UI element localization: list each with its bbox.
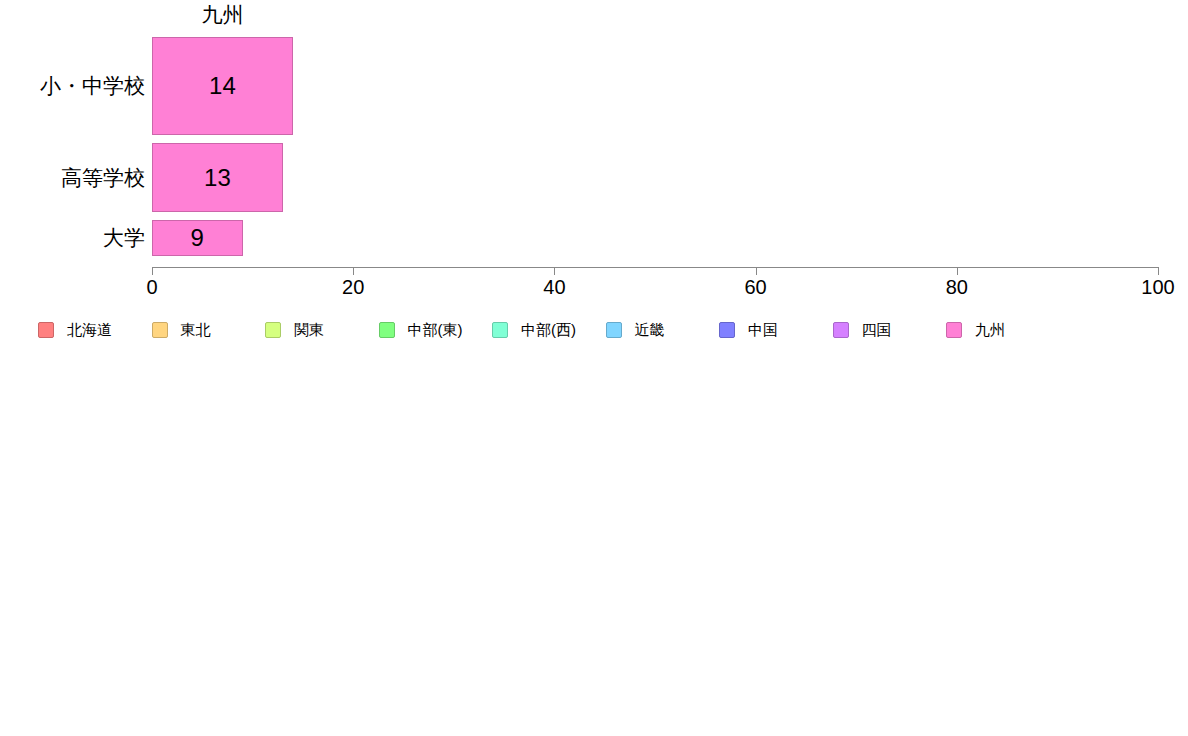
chart-canvas: 九州 小・中学校 14 高等学校 13 大学 9 0 20 40 60 80 100 北海道 東北 関東… [0, 0, 1188, 736]
x-axis-tick [756, 267, 757, 275]
bar: 9 [152, 220, 243, 256]
legend-label: 四国 [862, 321, 892, 340]
legend-swatch [152, 322, 168, 338]
x-axis-tick-label: 20 [342, 276, 364, 299]
x-axis-tick [1158, 267, 1159, 275]
legend-label: 北海道 [67, 321, 112, 340]
legend-item: 中部(東) [379, 321, 463, 339]
x-axis-tick-label: 80 [946, 276, 968, 299]
legend-label: 中国 [748, 321, 778, 340]
x-axis-tick [554, 267, 555, 275]
x-axis-tick [152, 267, 153, 275]
x-axis-tick-label: 100 [1141, 276, 1174, 299]
legend-item: 北海道 [38, 321, 112, 339]
legend-swatch [38, 322, 54, 338]
chart-title: 九州 [201, 1, 243, 29]
legend-label: 東北 [181, 321, 211, 340]
legend-swatch [606, 322, 622, 338]
legend-item: 四国 [833, 321, 892, 339]
legend-label: 近畿 [635, 321, 665, 340]
legend-item: 東北 [152, 321, 211, 339]
bar-value-label: 13 [204, 164, 231, 192]
legend-swatch [833, 322, 849, 338]
legend-item: 近畿 [606, 321, 665, 339]
legend-swatch [492, 322, 508, 338]
x-axis-tick-label: 0 [146, 276, 157, 299]
legend-swatch [379, 322, 395, 338]
bar-value-label: 14 [209, 72, 236, 100]
legend-label: 中部(西) [521, 321, 576, 340]
x-axis-tick-label: 60 [744, 276, 766, 299]
legend-swatch [719, 322, 735, 338]
legend-swatch [265, 322, 281, 338]
bar: 13 [152, 143, 283, 212]
category-label: 大学 [0, 220, 145, 256]
x-axis-line [152, 267, 1159, 268]
bar-value-label: 9 [191, 224, 204, 252]
category-label: 高等学校 [0, 143, 145, 212]
legend-item: 中部(西) [492, 321, 576, 339]
legend-item: 中国 [719, 321, 778, 339]
bar: 14 [152, 37, 293, 135]
x-axis-tick [957, 267, 958, 275]
legend-label: 九州 [975, 321, 1005, 340]
x-axis-tick [353, 267, 354, 275]
legend-label: 中部(東) [408, 321, 463, 340]
x-axis-tick-label: 40 [543, 276, 565, 299]
legend-label: 関東 [294, 321, 324, 340]
category-label: 小・中学校 [0, 37, 145, 135]
legend-item: 関東 [265, 321, 324, 339]
legend-swatch [946, 322, 962, 338]
legend-item: 九州 [946, 321, 1005, 339]
